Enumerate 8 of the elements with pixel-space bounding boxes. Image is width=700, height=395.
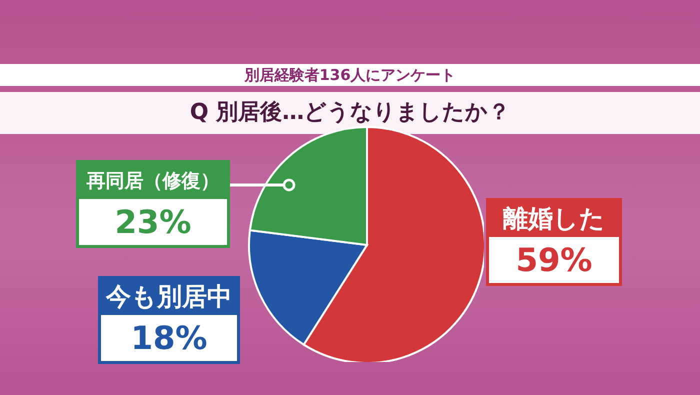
chart-title: 別居経験者136人にアンケート [0,64,700,86]
data-label: 23% [114,202,192,243]
data-label: 59% [514,240,594,281]
slice-label: 離婚した [489,201,619,237]
data-label: 18% [130,318,208,359]
slice-label: 再同居（修復） [79,163,227,199]
slice-label: 今も別居中 [101,279,237,315]
chart-subtitle: Q 別居後…どうなりましたか？ [0,92,700,134]
